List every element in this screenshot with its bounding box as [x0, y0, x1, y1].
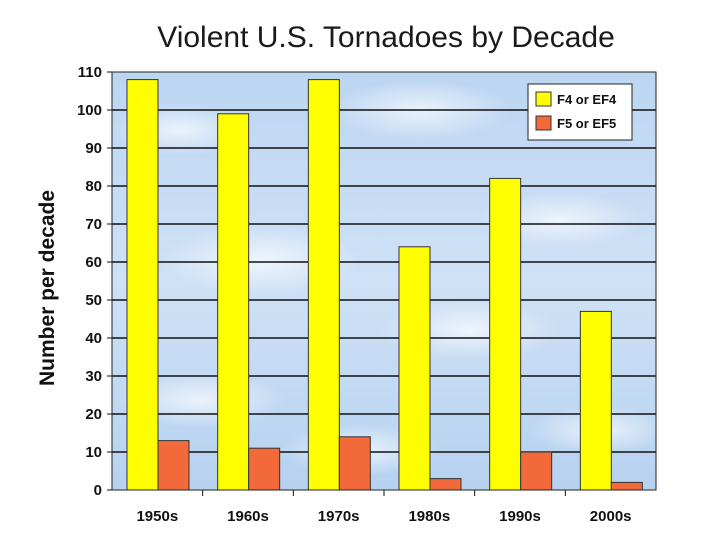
- y-tick-label: 110: [78, 64, 102, 81]
- y-tick-label: 30: [85, 368, 102, 385]
- legend: F4 or EF4 F5 or EF5: [527, 83, 633, 141]
- y-tick-label: 100: [77, 102, 102, 119]
- x-tick-label: 1950s: [136, 508, 178, 525]
- bar-f5-1990s: [520, 451, 553, 491]
- y-tick-label: 60: [85, 254, 102, 271]
- y-tick-label: 70: [85, 216, 102, 233]
- legend-label: F5 or EF5: [557, 116, 616, 131]
- chart-title: Violent U.S. Tornadoes by Decade: [157, 21, 615, 54]
- y-tick-label: 0: [94, 482, 102, 499]
- bar-f4-1950s: [126, 79, 159, 491]
- legend-label: F4 or EF4: [557, 92, 617, 107]
- x-tick-label: 1970s: [318, 508, 360, 525]
- bar-f4-1990s: [489, 177, 522, 491]
- bar-f5-1980s: [429, 478, 462, 491]
- x-tick-label: 1990s: [499, 508, 541, 525]
- y-tick-label: 80: [85, 178, 102, 195]
- bar-f4-2000s: [579, 310, 612, 491]
- y-axis-label: Number per decade: [36, 190, 59, 386]
- x-tick-label: 1980s: [408, 508, 450, 525]
- bar-f5-1950s: [157, 440, 190, 491]
- y-axis: 0 10 20 30 40 50 60 70 80 90 100 110: [77, 64, 112, 499]
- bar-f4-1980s: [398, 246, 431, 491]
- plot-area: [110, 71, 670, 491]
- y-tick-label: 50: [85, 292, 102, 309]
- bar-f5-1960s: [248, 447, 281, 491]
- legend-swatch: [535, 91, 552, 107]
- bars: [126, 79, 643, 491]
- bar-f4-1970s: [307, 79, 340, 491]
- bar-f5-2000s: [610, 481, 643, 491]
- y-tick-label: 10: [85, 444, 102, 461]
- bar-f4-1960s: [217, 113, 250, 491]
- x-axis: 1950s 1960s 1970s 1980s 1990s 2000s: [136, 490, 632, 525]
- x-tick-label: 2000s: [590, 508, 632, 525]
- y-tick-label: 40: [85, 330, 102, 347]
- y-tick-label: 90: [85, 140, 102, 157]
- bar-f5-1970s: [338, 436, 371, 491]
- x-tick-label: 1960s: [227, 508, 269, 525]
- y-tick-label: 20: [85, 406, 102, 423]
- legend-swatch: [535, 115, 552, 131]
